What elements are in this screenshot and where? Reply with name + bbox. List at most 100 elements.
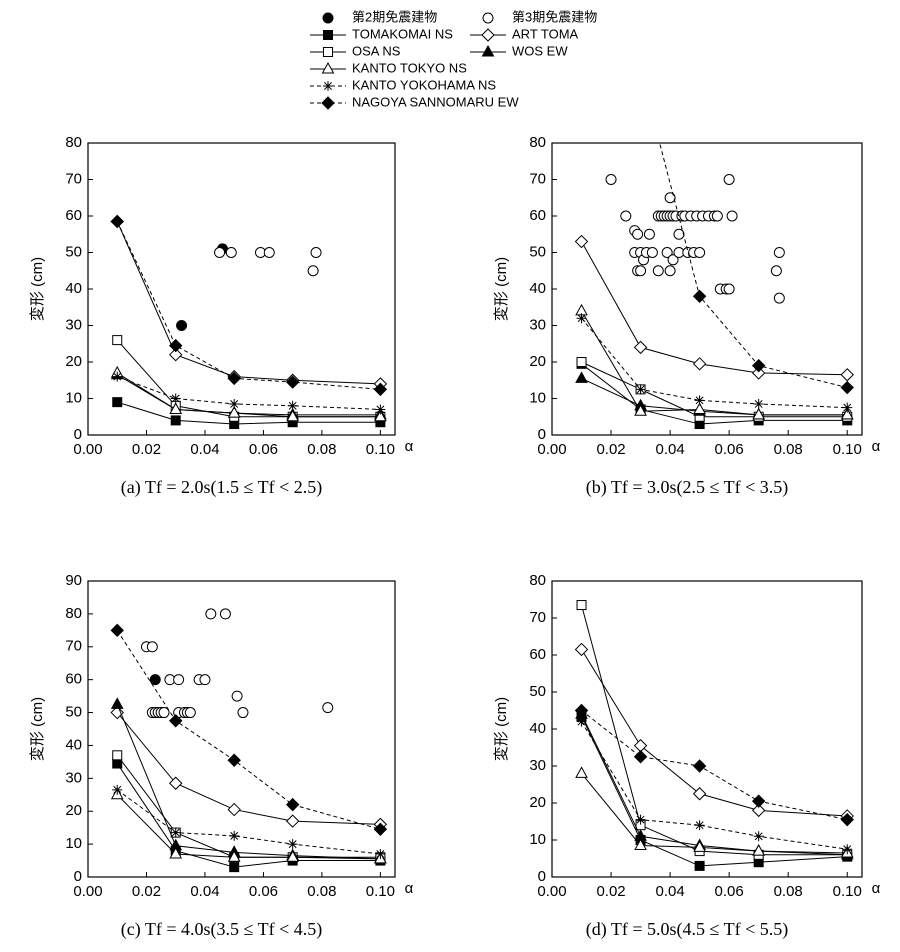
series-line <box>581 377 848 416</box>
marker <box>694 820 705 831</box>
marker <box>692 787 707 801</box>
marker <box>574 234 589 249</box>
marker <box>574 642 589 657</box>
x-axis-label: α <box>405 880 414 897</box>
marker <box>112 371 123 382</box>
marker <box>692 759 707 773</box>
marker <box>664 192 676 204</box>
y-tick-label: 0 <box>538 868 546 885</box>
marker <box>205 608 217 620</box>
plot-frame <box>87 142 396 436</box>
marker <box>285 814 300 828</box>
series-line <box>116 789 381 855</box>
marker <box>673 228 685 240</box>
marker <box>753 831 764 842</box>
marker <box>576 716 587 727</box>
x-tick-label: 0.06 <box>715 883 744 900</box>
y-tick-label: 20 <box>65 353 82 370</box>
legend-label: OSA NS <box>352 43 401 58</box>
marker <box>373 822 388 837</box>
series-line <box>116 374 381 416</box>
marker <box>605 174 617 185</box>
marker <box>310 247 322 258</box>
series-line <box>659 143 848 389</box>
marker <box>693 840 706 852</box>
marker <box>112 335 123 346</box>
marker <box>692 289 707 304</box>
marker <box>373 382 388 397</box>
caption: (d) Tf = 5.0s(4.5 ≤ Tf < 5.5) <box>586 919 789 940</box>
y-tick-label: 0 <box>74 426 82 443</box>
y-tick-label: 70 <box>65 638 82 655</box>
marker <box>227 802 241 817</box>
y-tick-label: 0 <box>538 426 546 443</box>
legend-label: KANTO TOKYO NS <box>352 60 467 75</box>
marker <box>694 247 706 258</box>
marker <box>323 30 333 40</box>
marker <box>112 784 123 795</box>
marker <box>229 830 240 841</box>
x-tick-label: 0.08 <box>774 883 803 900</box>
series-line <box>581 649 848 817</box>
y-tick-label: 80 <box>529 572 546 589</box>
x-tick-label: 0.02 <box>596 883 625 900</box>
marker <box>576 357 587 367</box>
marker <box>285 797 300 812</box>
subplot: 0 10 20 30 40 50 60 70 80 90 0.00 0.02 0.04 0.06 0.08 0… <box>29 572 414 940</box>
legend-label: WOS EW <box>512 43 568 58</box>
caption: (a) Tf = 2.0s(1.5 ≤ Tf < 2.5) <box>121 477 322 498</box>
y-tick-label: 10 <box>529 389 546 406</box>
plot-frame <box>551 580 863 878</box>
x-tick-label: 0.06 <box>249 441 278 458</box>
y-tick-label: 10 <box>65 389 82 406</box>
marker <box>170 415 181 426</box>
marker <box>694 395 705 406</box>
marker <box>321 61 335 74</box>
marker <box>576 600 587 611</box>
plot-frame <box>551 142 863 436</box>
marker <box>481 28 495 42</box>
marker <box>214 247 226 258</box>
series-line <box>581 361 848 418</box>
marker <box>225 247 237 258</box>
series-line <box>581 710 848 821</box>
marker <box>633 750 648 764</box>
legend-label: NAGOYA SANNOMARU EW <box>352 94 519 109</box>
marker <box>184 707 196 719</box>
series-line <box>581 317 848 409</box>
marker <box>773 247 785 258</box>
marker <box>842 844 853 855</box>
marker <box>693 402 706 414</box>
y-axis-label: 変形 (cm) <box>29 697 46 761</box>
y-tick-label: 40 <box>65 280 82 297</box>
marker <box>661 247 673 258</box>
series-line <box>116 704 381 860</box>
y-axis-label: 変形 (cm) <box>29 257 46 321</box>
marker <box>635 64 647 76</box>
y-tick-label: 60 <box>65 207 82 224</box>
marker <box>634 838 647 851</box>
marker <box>481 44 495 57</box>
y-tick-label: 40 <box>529 280 546 297</box>
marker <box>633 340 648 355</box>
y-tick-label: 70 <box>529 170 546 187</box>
marker <box>635 265 647 277</box>
subplot: 0 10 20 30 40 50 60 70 80 0.00 0.02 0.04 0.06 0.08 0.1… <box>29 134 414 498</box>
marker <box>751 803 766 818</box>
y-tick-label: 90 <box>65 572 82 589</box>
marker <box>840 812 854 827</box>
marker <box>158 707 170 719</box>
marker <box>575 766 588 778</box>
marker <box>635 384 646 395</box>
x-tick-label: 0.00 <box>73 883 102 900</box>
plot-area <box>574 64 854 430</box>
marker <box>711 210 723 222</box>
marker <box>692 357 707 371</box>
marker <box>169 402 183 414</box>
x-tick-label: 0.02 <box>132 883 161 900</box>
x-tick-label: 0.10 <box>366 883 395 900</box>
y-axis-label: 変形 (cm) <box>493 257 510 321</box>
y-tick-label: 10 <box>65 835 82 852</box>
series-line <box>117 376 381 410</box>
